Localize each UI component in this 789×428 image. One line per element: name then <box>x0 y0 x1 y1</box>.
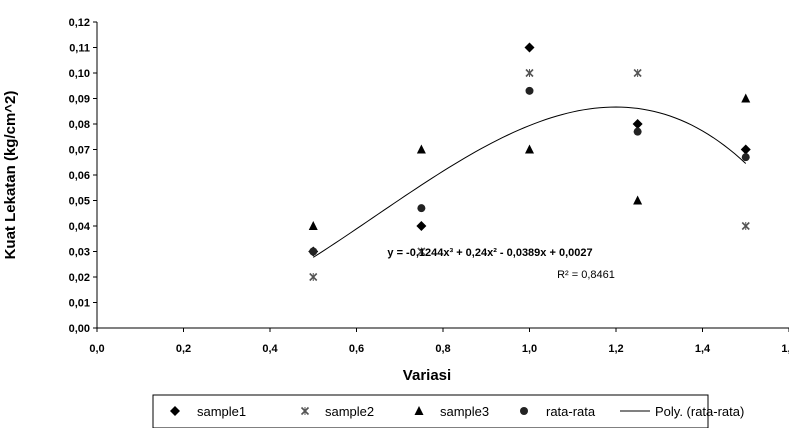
x-tick-label: 0,0 <box>89 343 104 355</box>
point-sample2 <box>741 221 750 231</box>
y-tick-label: 0,02 <box>69 272 90 284</box>
point-sample1 <box>632 119 643 129</box>
point-rata-rata <box>633 127 642 136</box>
x-tick-label: 1,2 <box>608 343 623 355</box>
point-rata-rata <box>417 204 426 213</box>
y-tick-label: 0,09 <box>69 94 90 106</box>
point-rata-rata <box>525 86 534 95</box>
x-tick-label: 0,6 <box>349 343 364 355</box>
point-sample1 <box>524 42 535 53</box>
point-rata-rata <box>741 153 750 162</box>
y-tick-label: 0,10 <box>69 68 90 80</box>
trendline-equation: y = -0,1244x³ + 0,24x² - 0,0389x + 0,002… <box>387 247 592 259</box>
point-sample3 <box>416 144 426 154</box>
point-sample2 <box>309 272 318 282</box>
x-tick-label: 1,0 <box>522 343 537 355</box>
y-tick-label: 0,11 <box>69 43 90 55</box>
y-tick-label: 0,03 <box>69 247 90 259</box>
legend-label-sample3: sample3 <box>440 404 489 419</box>
point-sample3 <box>525 144 534 154</box>
y-axis-title: Kuat Lekatan (kg/cm^2) <box>2 91 19 260</box>
trendline-poly-rata-rata <box>312 106 747 258</box>
point-sample1 <box>740 144 751 155</box>
r-squared-label: R² = 0,8461 <box>557 269 615 281</box>
legend-label-sample2: sample2 <box>325 404 374 419</box>
y-tick-label: 0,06 <box>69 170 90 182</box>
y-tick-label: 0,07 <box>69 145 90 157</box>
y-tick-label: 0,12 <box>69 17 90 29</box>
trendline-group <box>312 106 747 258</box>
x-tick-label: 0,4 <box>262 343 278 355</box>
point-sample2 <box>633 68 642 78</box>
x-ticks: 0,0 0,2 0,4 0,6 0,8 1,0 1,2 1,4 1,6 <box>89 328 789 355</box>
point-sample1 <box>416 221 427 231</box>
y-tick-label: 0,04 <box>69 221 91 233</box>
legend-label-rata-rata: rata-rata <box>546 404 596 419</box>
legend: sample1 sample2 sample3 rata-rata Poly. (rat… <box>152 394 744 428</box>
x-tick-label: 1,6 <box>781 343 789 355</box>
point-sample3 <box>308 221 318 230</box>
legend-box <box>152 394 709 428</box>
x-axis-title: Variasi <box>403 367 451 384</box>
point-sample2 <box>417 247 426 256</box>
legend-items: sample1 sample2 sample3 rata-rata Poly. (rat… <box>170 404 744 419</box>
point-sample3 <box>741 93 751 103</box>
legend-marker-sample1 <box>170 406 180 416</box>
legend-label-sample1: sample1 <box>197 404 246 419</box>
legend-marker-sample3 <box>414 406 424 415</box>
y-tick-label: 0,00 <box>69 323 90 335</box>
point-sample2 <box>525 68 534 78</box>
legend-marker-sample2 <box>300 406 310 416</box>
point-rata-rata <box>309 247 318 256</box>
point-sample3 <box>633 195 643 205</box>
x-tick-label: 0,8 <box>435 343 450 355</box>
points-group <box>308 42 751 282</box>
legend-marker-rata-rata <box>520 407 528 415</box>
legend-label-trendline: Poly. (rata-rata) <box>655 404 744 419</box>
y-tick-label: 0,05 <box>69 196 90 208</box>
x-tick-label: 0,2 <box>176 343 191 355</box>
y-tick-label: 0,01 <box>69 298 90 310</box>
y-tick-label: 0,08 <box>69 119 90 131</box>
y-ticks: 0,00 0,01 0,02 0,03 0,04 0,05 0,06 0,07 0,08 0,09… <box>69 17 97 335</box>
plot-area <box>97 22 789 328</box>
x-tick-label: 1,4 <box>695 343 711 355</box>
